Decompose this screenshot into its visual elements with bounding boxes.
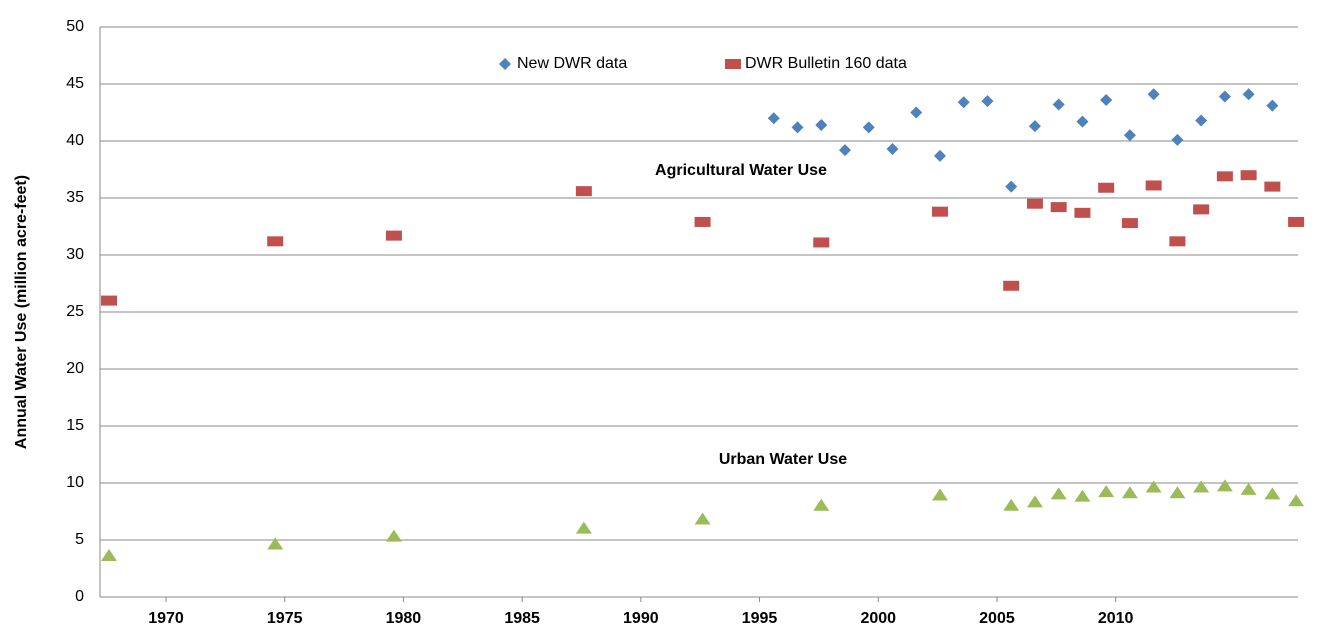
square-point bbox=[725, 59, 741, 69]
square-point bbox=[1050, 202, 1067, 213]
legend-label: New DWR data bbox=[517, 55, 627, 72]
triangle-point bbox=[1216, 479, 1233, 492]
diamond-point bbox=[1123, 129, 1136, 142]
y-tick-label: 15 bbox=[66, 417, 84, 434]
diamond-point bbox=[839, 144, 852, 157]
square-point bbox=[1193, 204, 1210, 215]
diamond-point bbox=[815, 119, 828, 132]
diamond-point bbox=[886, 142, 899, 155]
y-tick-label: 25 bbox=[66, 303, 84, 320]
triangle-point bbox=[1240, 482, 1257, 495]
y-tick-label: 0 bbox=[75, 588, 84, 605]
x-tick-label: 2000 bbox=[860, 610, 896, 627]
triangle-point bbox=[1169, 486, 1186, 499]
x-tick-label: 1995 bbox=[742, 610, 778, 627]
diamond-point bbox=[1076, 115, 1089, 128]
x-tick-label: 1970 bbox=[148, 610, 184, 627]
diamond-point bbox=[933, 149, 946, 162]
diamond-point bbox=[1052, 98, 1065, 111]
square-point bbox=[1145, 180, 1162, 191]
triangle-point bbox=[1193, 480, 1210, 493]
x-tick-label: 2005 bbox=[979, 610, 1015, 627]
square-point bbox=[1121, 218, 1138, 229]
x-tick-label: 1975 bbox=[267, 610, 303, 627]
triangle-point bbox=[1288, 494, 1305, 507]
triangle-point bbox=[385, 529, 402, 542]
diamond-point bbox=[862, 121, 875, 134]
square-point bbox=[1264, 181, 1281, 192]
square-point bbox=[267, 236, 284, 247]
triangle-point bbox=[1026, 495, 1043, 508]
triangle-point bbox=[267, 537, 284, 550]
square-point bbox=[1074, 207, 1091, 218]
triangle-point bbox=[931, 488, 948, 501]
diamond-point bbox=[1266, 99, 1279, 112]
x-tick-label: 1980 bbox=[386, 610, 422, 627]
diamond-point bbox=[910, 106, 923, 119]
square-point bbox=[1003, 280, 1020, 291]
square-point bbox=[101, 295, 118, 306]
triangle-point bbox=[1121, 486, 1138, 499]
y-tick-label: 5 bbox=[75, 531, 84, 548]
x-tick-label: 1985 bbox=[504, 610, 540, 627]
diamond-point bbox=[1171, 133, 1184, 146]
diamond-point bbox=[1242, 88, 1255, 101]
diamond-point bbox=[767, 112, 780, 125]
square-point bbox=[1026, 198, 1043, 209]
square-point bbox=[694, 216, 711, 227]
square-point bbox=[813, 237, 830, 248]
diamond-point bbox=[1005, 180, 1018, 193]
triangle-point bbox=[1074, 489, 1091, 502]
diamond-point bbox=[957, 96, 970, 109]
diamond-point bbox=[1028, 120, 1041, 133]
diamond-point bbox=[791, 121, 804, 134]
x-tick-label: 1990 bbox=[623, 610, 659, 627]
square-point bbox=[385, 230, 402, 241]
square-point bbox=[1240, 170, 1257, 181]
y-tick-label: 35 bbox=[66, 189, 84, 206]
annotation: Urban Water Use bbox=[719, 451, 847, 468]
x-tick-label: 2010 bbox=[1098, 610, 1134, 627]
triangle-point bbox=[1003, 498, 1020, 511]
square-point bbox=[1288, 216, 1305, 227]
legend-label: DWR Bulletin 160 data bbox=[745, 55, 907, 72]
triangle-point bbox=[813, 498, 830, 511]
triangle-point bbox=[575, 521, 592, 534]
annotation: Agricultural Water Use bbox=[655, 162, 827, 179]
y-tick-label: 30 bbox=[66, 246, 84, 263]
triangle-point bbox=[101, 548, 118, 561]
square-point bbox=[1216, 171, 1233, 182]
triangle-point bbox=[694, 512, 711, 525]
y-tick-label: 50 bbox=[66, 18, 84, 35]
square-point bbox=[1169, 236, 1186, 247]
y-tick-label: 45 bbox=[66, 75, 84, 92]
y-tick-label: 20 bbox=[66, 360, 84, 377]
y-axis-label: Annual Water Use (million acre-feet) bbox=[13, 175, 30, 449]
diamond-point bbox=[499, 58, 511, 70]
y-tick-label: 40 bbox=[66, 132, 84, 149]
square-point bbox=[931, 206, 948, 217]
diamond-point bbox=[981, 95, 994, 108]
triangle-point bbox=[1145, 480, 1162, 493]
diamond-point bbox=[1195, 114, 1208, 127]
square-point bbox=[575, 186, 592, 197]
diamond-point bbox=[1147, 88, 1160, 101]
diamond-point bbox=[1100, 93, 1113, 106]
square-point bbox=[1098, 182, 1115, 193]
triangle-point bbox=[1264, 487, 1281, 500]
y-tick-label: 10 bbox=[66, 474, 84, 491]
diamond-point bbox=[1218, 90, 1231, 103]
triangle-point bbox=[1098, 485, 1115, 498]
triangle-point bbox=[1050, 487, 1067, 500]
